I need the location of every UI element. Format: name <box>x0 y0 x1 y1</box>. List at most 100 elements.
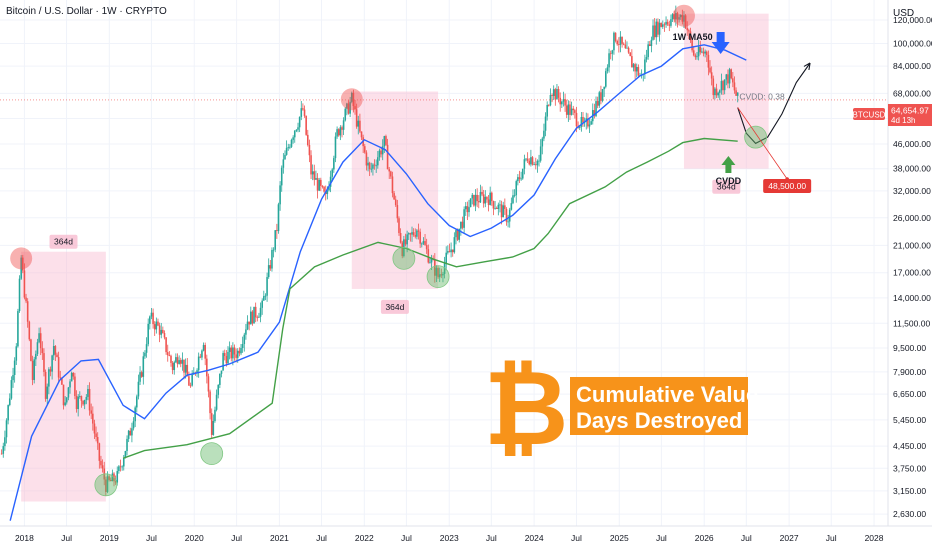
target-connector <box>737 107 788 180</box>
time-tick-label: 2019 <box>100 533 119 543</box>
candle-body <box>212 421 215 435</box>
candle-body <box>694 55 697 58</box>
candle-body <box>271 250 273 269</box>
time-tick-label: 2021 <box>270 533 289 543</box>
candle-body <box>593 110 596 117</box>
candle-body <box>453 237 456 253</box>
candle-body <box>601 89 604 101</box>
candle-body <box>139 372 141 382</box>
candle-body <box>127 430 130 439</box>
candle-body <box>419 231 421 244</box>
candle-body <box>191 374 193 386</box>
candle-body <box>10 380 13 399</box>
candle-body <box>652 25 654 40</box>
candle-body <box>0 453 3 455</box>
candle-body <box>251 311 254 324</box>
price-tick-label: 32,000.00 <box>893 186 931 196</box>
candle-body <box>323 186 325 192</box>
candle-body <box>337 129 340 136</box>
candle-body <box>230 347 233 359</box>
price-ticks[interactable]: 120,000.00100,000.0084,000.0068,000.0056… <box>893 15 932 519</box>
candle-body <box>225 356 228 364</box>
peak-marker <box>672 4 695 27</box>
last-price: 64,654.97 <box>891 106 929 116</box>
candle-body <box>622 43 625 45</box>
candle-body <box>306 134 309 146</box>
candle-body <box>342 120 345 130</box>
title-block: ₿ Cumulative Value Days Destroyed <box>484 351 759 467</box>
time-ticks[interactable]: 2018 Jul 2019 Jul 2020 Jul 2021 Jul 2022 Jul 2023 J… <box>15 533 884 543</box>
candle-body <box>300 108 303 117</box>
candle-body <box>370 168 373 170</box>
candle-body <box>551 94 553 96</box>
candle-body <box>631 56 633 68</box>
candle-body <box>88 388 91 411</box>
candle-body <box>179 360 182 364</box>
candle-body <box>691 40 693 51</box>
candle-body <box>504 205 506 209</box>
candle-body <box>460 221 462 229</box>
indicator-lines <box>0 44 888 521</box>
candle-body <box>134 407 136 422</box>
projection-arrowhead <box>803 62 811 71</box>
candle-body <box>316 178 319 191</box>
candle-body <box>562 99 565 102</box>
candle-body <box>360 131 363 138</box>
candle-body <box>95 433 97 438</box>
candle-body <box>381 146 384 155</box>
candle-body <box>295 129 298 131</box>
candle-body <box>249 311 252 325</box>
annotations: 1W MA50 CVDD CVDD: 0.38 48,500.00 <box>673 32 812 193</box>
cycle-boxes: 364d 364d 364d <box>21 13 769 502</box>
time-tick-label: Jul <box>656 533 667 543</box>
candle-body <box>57 357 60 378</box>
candle-body <box>531 157 534 165</box>
candle-body <box>447 251 449 253</box>
candle-body <box>479 191 482 203</box>
candle-body <box>668 24 671 26</box>
candle-body <box>59 377 62 379</box>
candle-body <box>46 386 49 399</box>
candle-body <box>246 321 249 330</box>
candle-body <box>298 116 301 128</box>
candle-body <box>606 67 609 72</box>
candle-body <box>735 90 737 96</box>
candle-body <box>437 268 439 278</box>
symbol-header[interactable]: Bitcoin / U.S. Dollar · 1W · CRYPTO <box>6 6 167 17</box>
candle-body <box>587 118 589 127</box>
title-line-1: Cumulative Value <box>576 382 758 407</box>
candle-body <box>302 108 304 110</box>
bottom-marker <box>744 125 768 149</box>
candle-body <box>730 69 732 79</box>
time-tick-label: 2025 <box>610 533 629 543</box>
price-tick-label: 6,650.00 <box>893 389 926 399</box>
candle-body <box>204 344 206 359</box>
candle-body <box>101 465 104 469</box>
candle-body <box>354 106 356 110</box>
candle-body <box>223 353 226 357</box>
candle-body <box>305 115 307 135</box>
candle-body <box>701 51 703 53</box>
candle-body <box>80 396 83 401</box>
candle-body <box>98 443 101 461</box>
candle-body <box>411 232 413 235</box>
candle-body <box>689 31 692 41</box>
candle-body <box>435 268 438 276</box>
candle-body <box>347 103 350 114</box>
candle-body <box>171 362 174 371</box>
title-line-2: Days Destroyed <box>576 408 742 433</box>
candle-body <box>717 92 719 96</box>
candle-body <box>658 22 661 35</box>
candle-body <box>390 171 392 177</box>
time-tick-label: Jul <box>486 533 497 543</box>
candle-body <box>297 127 299 130</box>
candle-body <box>35 353 37 360</box>
candle-body <box>666 21 669 25</box>
candle-body <box>17 311 19 347</box>
candle-body <box>315 178 317 180</box>
bar-countdown: 4d 13h <box>891 116 915 125</box>
candle-body <box>609 53 612 55</box>
candle-body <box>328 186 330 191</box>
candle-body <box>243 334 246 345</box>
